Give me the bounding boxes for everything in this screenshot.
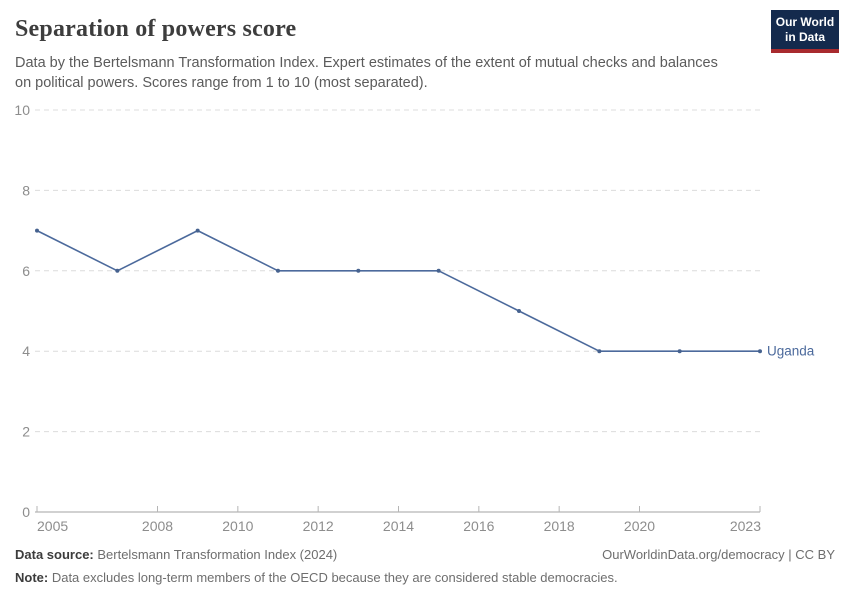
x-tick-label-2008: 2008 <box>142 518 173 534</box>
data-source: Data source: Bertelsmann Transformation … <box>15 547 337 564</box>
credit-link[interactable]: OurWorldinData.org/democracy | CC BY <box>602 547 835 562</box>
x-tick-label-2014: 2014 <box>383 518 414 534</box>
y-tick-label-4: 4 <box>22 343 30 359</box>
x-tick-label-2016: 2016 <box>463 518 494 534</box>
chart-footer: Data source: Bertelsmann Transformation … <box>15 547 835 587</box>
y-tick-label-6: 6 <box>22 263 30 279</box>
data-point-uganda-2005[interactable] <box>35 228 39 233</box>
series-label-uganda[interactable]: Uganda <box>767 344 815 359</box>
data-point-uganda-2021[interactable] <box>677 349 682 354</box>
subtitle-line-2: on political powers. Scores range from 1… <box>15 75 428 91</box>
data-point-uganda-2015[interactable] <box>436 268 441 273</box>
y-tick-label-2: 2 <box>22 424 30 440</box>
x-tick-label-2023: 2023 <box>730 518 761 534</box>
subtitle-line-1: Data by the Bertelsmann Transformation I… <box>15 55 718 71</box>
note-label: Note: <box>15 569 49 585</box>
logo-line-1: Our World <box>775 15 835 29</box>
chart-subtitle: Data by the Bertelsmann Transformation I… <box>15 53 718 93</box>
data-point-uganda-2019[interactable] <box>597 349 602 354</box>
data-source-value: Bertelsmann Transformation Index (2024) <box>93 547 338 562</box>
y-tick-label-0: 0 <box>22 504 30 520</box>
data-point-uganda-2023[interactable] <box>758 349 762 354</box>
data-point-uganda-2011[interactable] <box>276 268 280 273</box>
series-line-uganda <box>36 229 760 353</box>
logo-line-2: in Data <box>784 30 825 44</box>
footer-source-row: Data source: Bertelsmann Transformation … <box>15 547 835 564</box>
x-tick-label-2005: 2005 <box>37 518 68 534</box>
owid-logo: Our World in Data <box>771 10 839 53</box>
data-source-label: Data source: <box>15 547 94 562</box>
x-tick-label-2018: 2018 <box>544 518 575 534</box>
chart-header: Separation of powers score Data by the B… <box>15 16 718 93</box>
y-tick-label-10: 10 <box>14 102 30 118</box>
data-point-uganda-2007[interactable] <box>115 268 120 273</box>
data-point-uganda-2017[interactable] <box>517 309 521 313</box>
note-value: Data excludes long-term members of the O… <box>48 569 618 585</box>
x-tick-label-2010: 2010 <box>222 518 253 534</box>
footer-note-row: Note: Data excludes long-term members of… <box>15 570 835 587</box>
x-tick-label-2020: 2020 <box>624 518 655 534</box>
x-tick-label-2012: 2012 <box>303 518 334 534</box>
data-point-uganda-2009[interactable] <box>195 228 200 233</box>
page-title: Separation of powers score <box>15 16 297 42</box>
y-tick-label-8: 8 <box>22 182 30 198</box>
data-point-uganda-2013[interactable] <box>356 268 361 273</box>
